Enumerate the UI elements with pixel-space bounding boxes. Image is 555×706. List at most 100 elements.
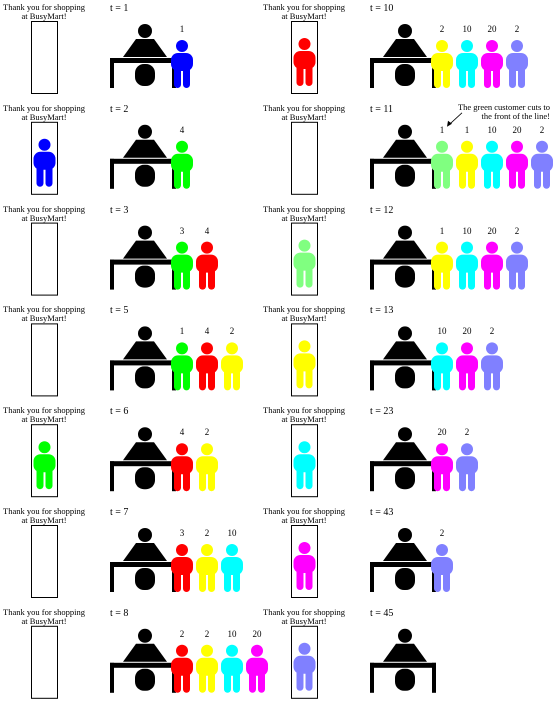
time-label: t = 10 xyxy=(370,3,394,14)
thank-you-message-line2: at BusyMart! xyxy=(281,313,327,324)
thank-you-message-line1: Thank you for shopping xyxy=(263,2,345,12)
queue-customer xyxy=(221,342,243,391)
service-time-label: 1 xyxy=(439,225,445,236)
service-time-label: 20 xyxy=(462,326,472,337)
thank-you-message-line1: Thank you for shopping xyxy=(3,606,85,617)
queue-customer xyxy=(456,140,478,189)
service-time-label: 4 xyxy=(204,326,210,337)
queue-customer xyxy=(431,241,453,290)
exit-door xyxy=(291,625,318,699)
time-label: t = 8 xyxy=(110,607,129,619)
time-label: t = 3 xyxy=(110,204,129,216)
time-label: t = 11 xyxy=(370,103,394,115)
service-time-label: 3 xyxy=(179,225,185,236)
service-time-label: 1 xyxy=(179,24,185,34)
thank-you-message-line2: at BusyMart! xyxy=(21,11,67,21)
queue-customer xyxy=(196,241,218,290)
exiting-customer xyxy=(293,38,316,86)
exit-door xyxy=(291,424,318,498)
annotation-line2: the front of the line! xyxy=(481,110,550,121)
queue-customer xyxy=(506,40,528,88)
clerk-at-desk xyxy=(110,528,176,592)
clerk-at-desk xyxy=(370,528,436,592)
service-time-label: 1 xyxy=(439,124,445,135)
thank-you-message-line1: Thank you for shopping xyxy=(3,203,85,214)
exiting-customer xyxy=(293,542,316,590)
time-label: t = 7 xyxy=(110,507,129,518)
clerk-at-desk xyxy=(110,326,176,391)
thank-you-message-line1: Thank you for shopping xyxy=(3,405,85,416)
thank-you-message-line1: Thank you for shopping xyxy=(263,606,345,617)
service-time-label: 2 xyxy=(229,326,235,337)
queue-customer xyxy=(431,544,453,592)
thank-you-message-line1: Thank you for shopping xyxy=(263,102,345,113)
queue-customer xyxy=(171,544,193,592)
queue-customer xyxy=(196,443,218,492)
queue-customer xyxy=(456,40,478,88)
exiting-customer xyxy=(33,138,56,187)
clerk-at-desk xyxy=(110,225,176,290)
time-label: t = 1 xyxy=(110,3,129,14)
clerk-at-desk xyxy=(370,326,436,391)
queue-customer xyxy=(196,342,218,391)
service-time-label: 2 xyxy=(204,528,210,538)
exit-door xyxy=(291,222,318,296)
service-time-label: 2 xyxy=(439,24,445,34)
thank-you-message-line2: at BusyMart! xyxy=(21,414,67,425)
service-time-label: 10 xyxy=(487,124,497,135)
time-label: t = 13 xyxy=(370,305,394,317)
service-time-label: 4 xyxy=(179,427,185,438)
time-label: t = 6 xyxy=(110,406,129,418)
annotation-arrow xyxy=(447,112,463,127)
exit-door xyxy=(291,121,318,195)
exit-door xyxy=(291,323,318,397)
exit-door xyxy=(31,121,58,195)
queue-customer xyxy=(246,644,268,693)
queue-customer xyxy=(221,544,243,592)
queue-customer xyxy=(171,443,193,492)
queue-customer xyxy=(431,342,453,391)
time-label: t = 45 xyxy=(370,607,394,619)
service-time-label: 20 xyxy=(437,427,447,438)
time-label: t = 43 xyxy=(370,507,394,518)
queue-customer xyxy=(531,140,553,189)
service-time-label: 20 xyxy=(487,225,497,236)
service-time-label: 2 xyxy=(204,628,210,639)
service-time-label: 2 xyxy=(489,326,495,337)
exiting-customer xyxy=(293,441,316,490)
exiting-customer xyxy=(33,441,56,490)
thank-you-message-line1: Thank you for shopping xyxy=(3,506,85,516)
queue-customer xyxy=(431,40,453,88)
service-time-label: 2 xyxy=(514,225,520,236)
thank-you-message-line2: at BusyMart! xyxy=(281,111,327,122)
queue-customer xyxy=(456,241,478,290)
service-time-label: 2 xyxy=(514,24,520,34)
queue-customer xyxy=(196,644,218,693)
exit-door xyxy=(291,21,318,94)
queue-customer xyxy=(456,342,478,391)
clerk-at-desk xyxy=(110,24,176,88)
exit-door xyxy=(31,424,58,498)
service-time-label: 10 xyxy=(462,24,472,34)
queue-customer xyxy=(506,241,528,290)
queue-customer xyxy=(171,644,193,693)
queue-customer xyxy=(431,443,453,492)
service-time-label: 10 xyxy=(462,225,472,236)
thank-you-message-line1: Thank you for shopping xyxy=(3,304,85,315)
service-time-label: 2 xyxy=(539,124,545,135)
clerk-at-desk xyxy=(370,225,436,290)
thank-you-message-line1: Thank you for shopping xyxy=(3,102,85,113)
thank-you-message-line1: Thank you for shopping xyxy=(263,304,345,315)
service-time-label: 20 xyxy=(512,124,522,135)
service-time-label: 2 xyxy=(204,427,210,438)
queue-customer xyxy=(506,140,528,189)
service-time-label: 20 xyxy=(487,24,497,34)
service-time-label: 1 xyxy=(464,124,470,135)
service-time-label: 2 xyxy=(439,528,445,538)
thank-you-message-line2: at BusyMart! xyxy=(21,111,67,122)
thank-you-message-line1: Thank you for shopping xyxy=(263,506,345,516)
clerk-at-desk xyxy=(110,124,176,189)
queue-customer xyxy=(431,140,453,189)
